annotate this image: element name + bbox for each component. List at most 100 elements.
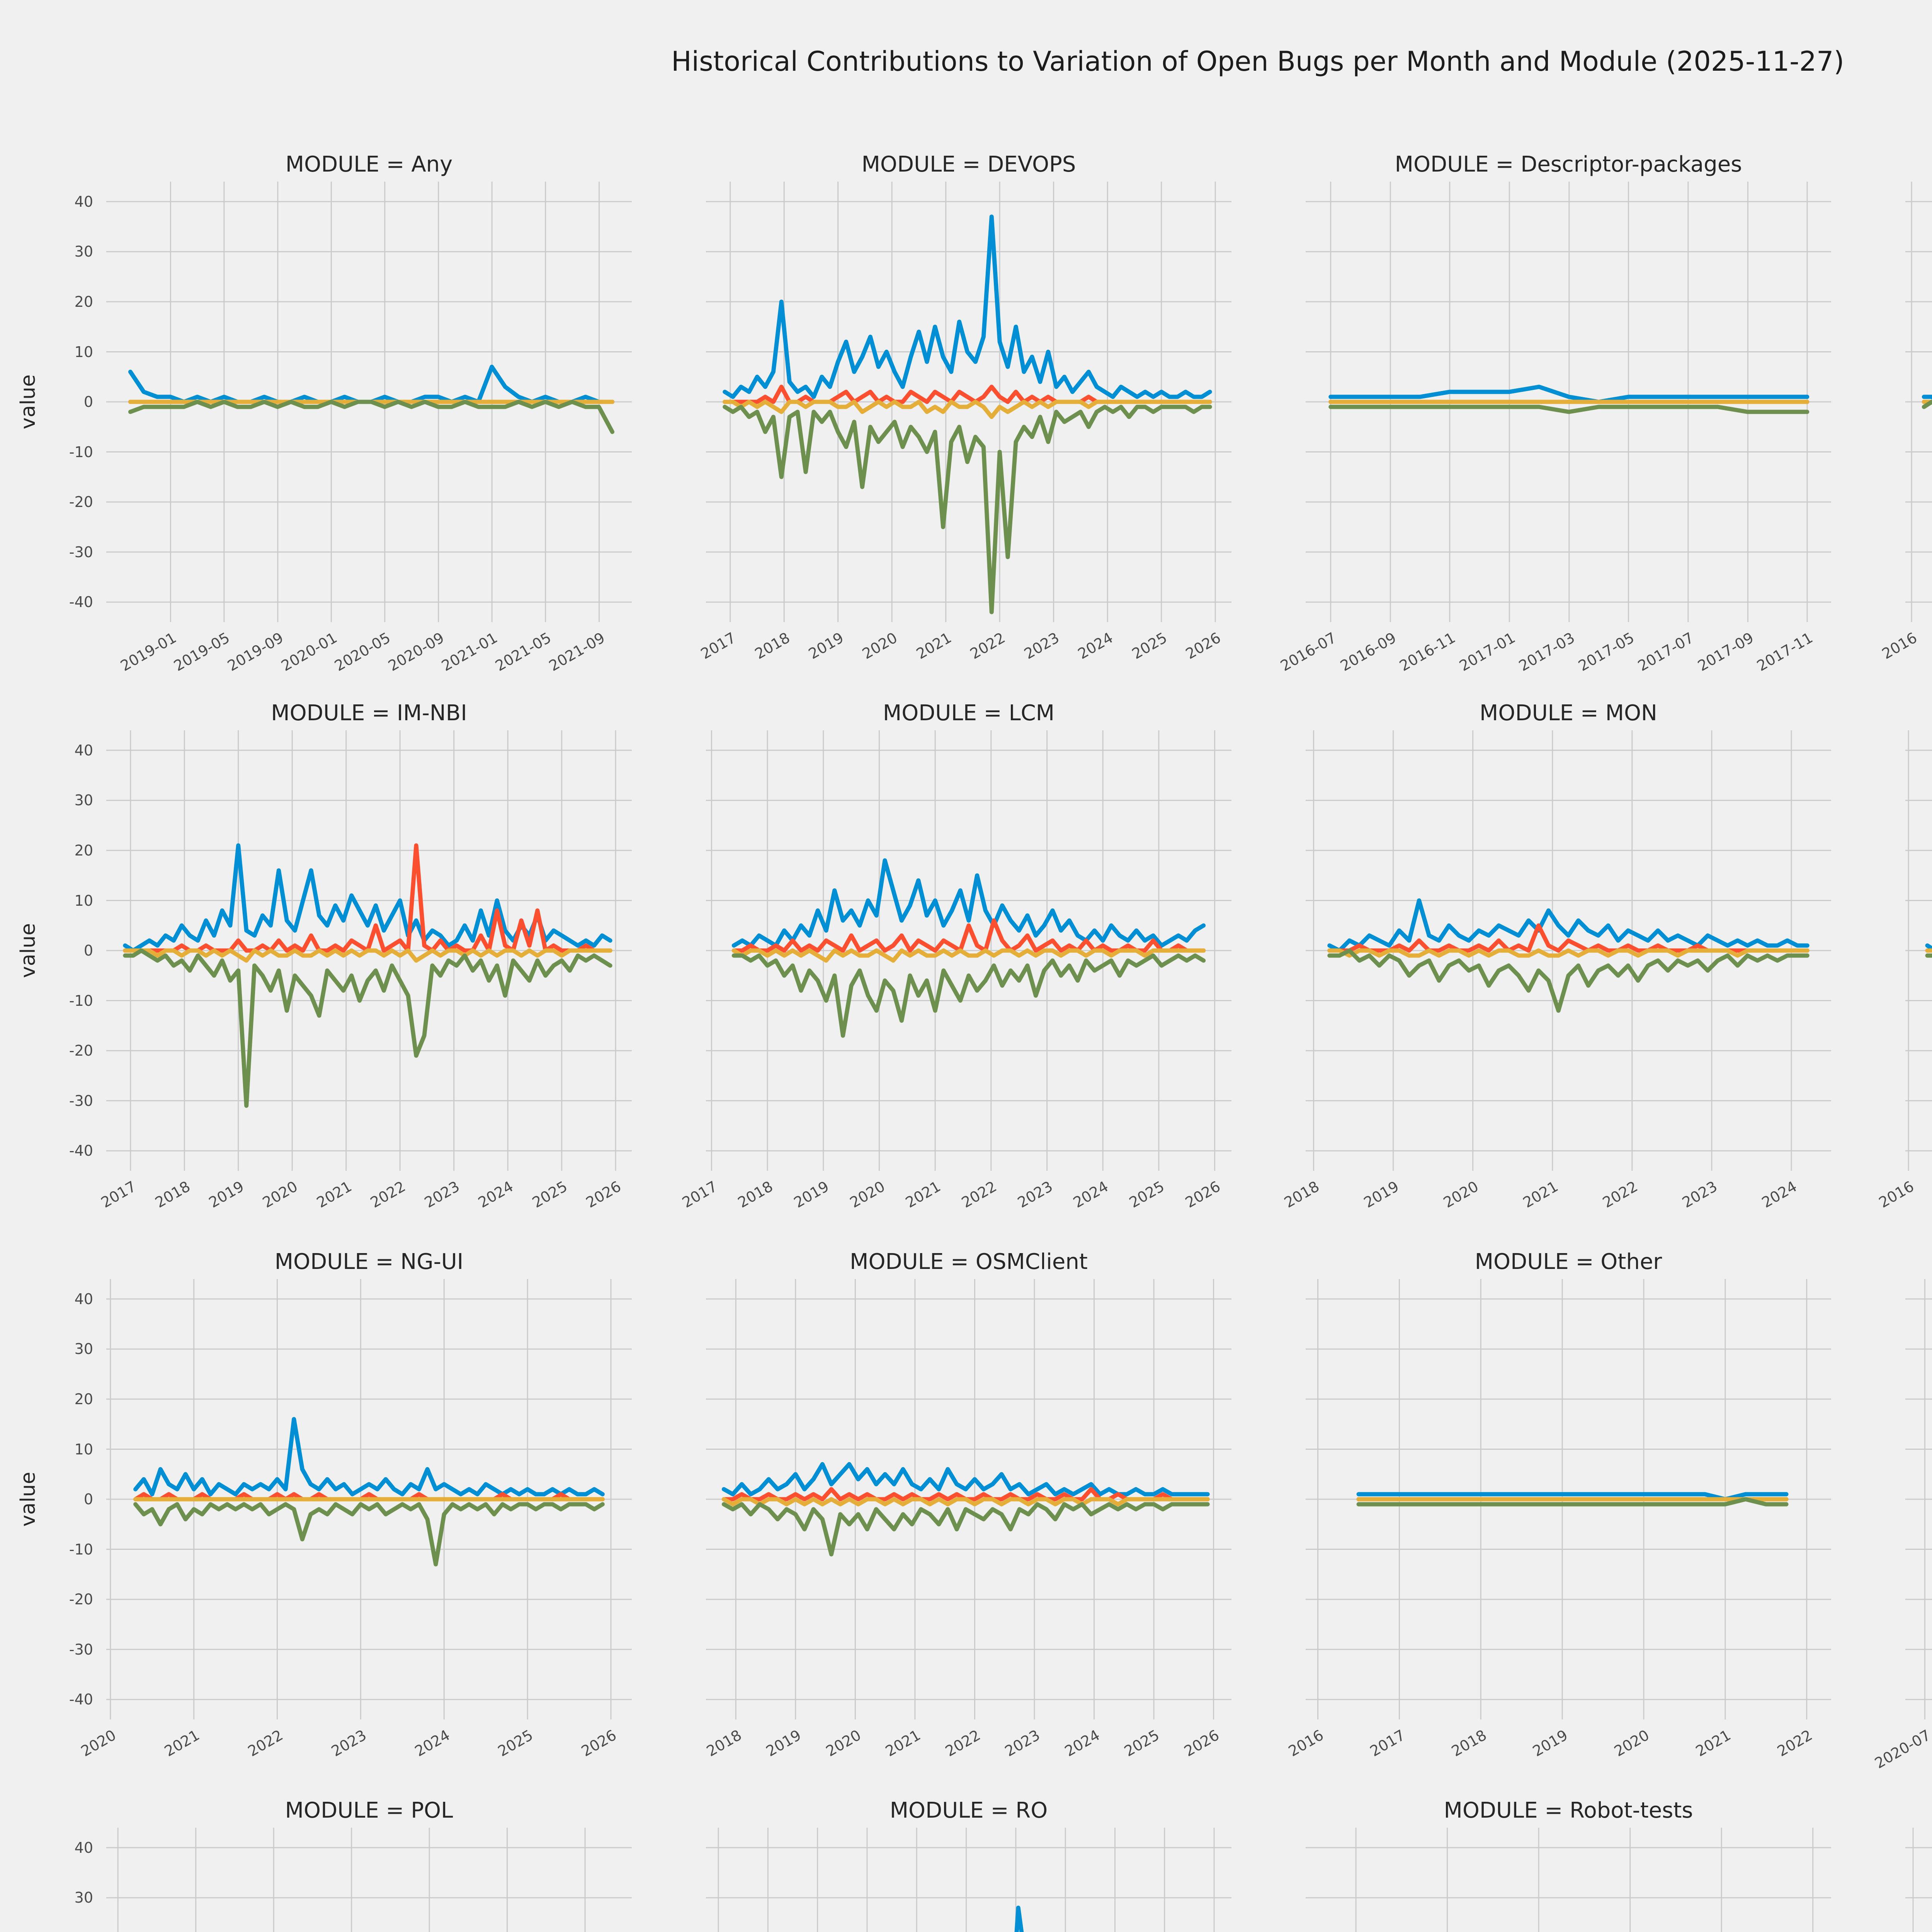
- x-tick-label: 2019-01: [117, 629, 179, 675]
- subplot-other: MODULE = Other 2016 2017 2018 2019 2020 2021 20…: [1286, 1245, 1831, 1785]
- series-line-closed: [731, 953, 1206, 1038]
- series-line-closed: [1327, 948, 1810, 1013]
- subplot-any: MODULE = Any 2019-01 2019-05 2019-09 2020-01…: [17, 148, 632, 688]
- x-tick-label: 2024: [1075, 629, 1116, 663]
- x-tick-label: 2020-05: [332, 629, 393, 675]
- plot-area-lcm: [706, 730, 1231, 1171]
- plot-area-documentation-wiki: [1905, 182, 1932, 622]
- x-tick-label: 2021-05: [492, 629, 554, 675]
- subplot-title: MODULE = Any: [285, 152, 453, 177]
- y-tick-label: -20: [69, 493, 93, 511]
- x-tick-label: 2016: [1879, 629, 1920, 663]
- plot-area-descriptor-packages: [1306, 182, 1831, 622]
- y-tick-label: 10: [74, 892, 93, 909]
- subplot-unknown: MODULE = Unknown201620172018201920202021…: [1905, 1794, 1932, 1932]
- x-tick-label: 2020: [859, 629, 901, 663]
- x-tick-label: 2022: [967, 629, 1009, 663]
- x-tick-label: 2023: [1679, 1178, 1720, 1211]
- series-line-opened: [723, 214, 1212, 399]
- subplot-title: MODULE = Unknown: [1905, 1794, 1932, 1828]
- plot-area-n2vc: [1905, 730, 1932, 1171]
- x-axis-ticks: 2020-072020-102021-012021-042021-072021-…: [1872, 1719, 1932, 1785]
- y-tick-label: 30: [74, 243, 93, 260]
- subplot-mon: MODULE = MON 2018 2019 2020 2021 2022 2023 2024: [1281, 696, 1831, 1236]
- y-tick-label: -30: [69, 1092, 93, 1109]
- y-tick-label: 20: [74, 1390, 93, 1408]
- x-tick-label: 2021: [883, 1726, 923, 1760]
- subplot-title: MODULE = LCM: [883, 701, 1055, 726]
- plot-area-other: [1306, 1279, 1831, 1719]
- x-tick-label: 2024: [475, 1178, 517, 1211]
- x-tick-label: 2024: [412, 1726, 453, 1760]
- y-axis-label: value: [17, 923, 40, 978]
- y-tick-label: 30: [74, 1340, 93, 1358]
- x-tick-label: 2017: [98, 1178, 139, 1211]
- x-tick-label: 2019: [763, 1726, 804, 1760]
- x-axis-ticks: 2018 2019 2020 2021 2022 2023 2024: [1281, 1171, 1831, 1236]
- series-line-closed: [721, 1502, 1210, 1556]
- y-tick-label: -30: [69, 1641, 93, 1658]
- x-tick-label: 2019: [1530, 1726, 1571, 1760]
- subplot-im-nbi: MODULE = IM-NBI 2017 2018 2019 2020 2021 2022 2…: [17, 696, 632, 1236]
- x-tick-label: 2023: [1014, 1178, 1056, 1211]
- y-tick-label: 30: [74, 1889, 93, 1906]
- x-axis-ticks: 2017 2018 2019 2020 2021 2022 2023 2024 2025 2026: [698, 622, 1231, 688]
- plot-area-mon: [1306, 730, 1831, 1171]
- subplot-title: MODULE = PLA: [1905, 1245, 1932, 1279]
- x-tick-label: 2017-01: [1456, 629, 1518, 675]
- x-tick-label: 2021-09: [546, 629, 608, 675]
- y-tick-label: -10: [69, 992, 93, 1009]
- series-line-closed: [128, 400, 615, 434]
- x-tick-label: 2025: [1129, 629, 1170, 663]
- x-axis-ticks: 201620172018201920202021202220232024: [1876, 1171, 1932, 1236]
- x-tick-label: 2022: [959, 1178, 1000, 1211]
- x-tick-label: 2026: [583, 1178, 624, 1211]
- plot-area-ng-ui: [106, 1279, 632, 1719]
- x-tick-label: 2017-09: [1694, 629, 1757, 675]
- x-tick-label: 2021: [313, 1178, 355, 1211]
- x-tick-label: 2023: [328, 1726, 369, 1760]
- series-line-closed: [723, 405, 1212, 614]
- y-tick-label: 40: [74, 742, 93, 759]
- plot-area-pol: [106, 1828, 632, 1932]
- x-tick-label: 2017-07: [1635, 629, 1697, 675]
- x-tick-label: 2016-11: [1396, 629, 1458, 675]
- x-tick-label: 2024: [1759, 1178, 1800, 1211]
- x-tick-label: 2020: [823, 1726, 864, 1760]
- y-tick-label: 30: [74, 792, 93, 809]
- y-axis-label: value: [17, 374, 40, 430]
- gridlines: [1905, 730, 1932, 1171]
- series-line-false_closed: [723, 400, 1212, 419]
- series-line-opened: [123, 843, 612, 953]
- series-line-false_closed: [721, 1497, 1210, 1507]
- gridlines: [1905, 182, 1932, 622]
- plot-area-devops: [706, 182, 1231, 622]
- x-tick-label: 2020: [78, 1726, 119, 1760]
- y-tick-label: 0: [83, 942, 93, 959]
- plot-area-ro: [706, 1828, 1231, 1932]
- x-tick-label: 2023: [421, 1178, 463, 1211]
- subplot-title: MODULE = N2VC: [1905, 696, 1932, 730]
- x-axis-ticks: 201620172018201920202021202220232024: [1879, 622, 1932, 688]
- series-line-closed: [1925, 953, 1932, 958]
- x-tick-label: 2026: [1183, 629, 1224, 663]
- subplot-devops: MODULE = DEVOPS 2017 2018 2019 2020 2021 2022 2…: [698, 148, 1231, 688]
- x-tick-label: 2018: [152, 1178, 193, 1211]
- subplot-pol: MODULE = POL2018201920202021202220232024…: [75, 1794, 632, 1932]
- x-tick-label: 2022: [367, 1178, 409, 1211]
- x-tick-label: 2020-09: [385, 629, 447, 675]
- x-tick-label: 2020: [1611, 1726, 1652, 1760]
- subplot-title: MODULE = Robot-tests: [1444, 1798, 1693, 1823]
- x-tick-label: 2017-05: [1575, 629, 1637, 675]
- x-tick-label: 2017: [1367, 1726, 1408, 1760]
- x-tick-label: 2019: [805, 629, 847, 663]
- series-line-false_closed: [731, 948, 1206, 963]
- x-tick-label: 2016: [1876, 1178, 1917, 1211]
- y-tick-label: 0: [83, 393, 93, 410]
- x-axis-ticks: 2016 2017 2018 2019 2020 2021 2022: [1286, 1719, 1831, 1785]
- x-tick-label: 2020-07: [1871, 1726, 1932, 1772]
- x-tick-label: 2021: [903, 1178, 944, 1211]
- x-tick-label: 2022: [1774, 1726, 1815, 1760]
- series-line-closed: [1922, 400, 1932, 409]
- x-tick-label: 2018: [1281, 1178, 1322, 1211]
